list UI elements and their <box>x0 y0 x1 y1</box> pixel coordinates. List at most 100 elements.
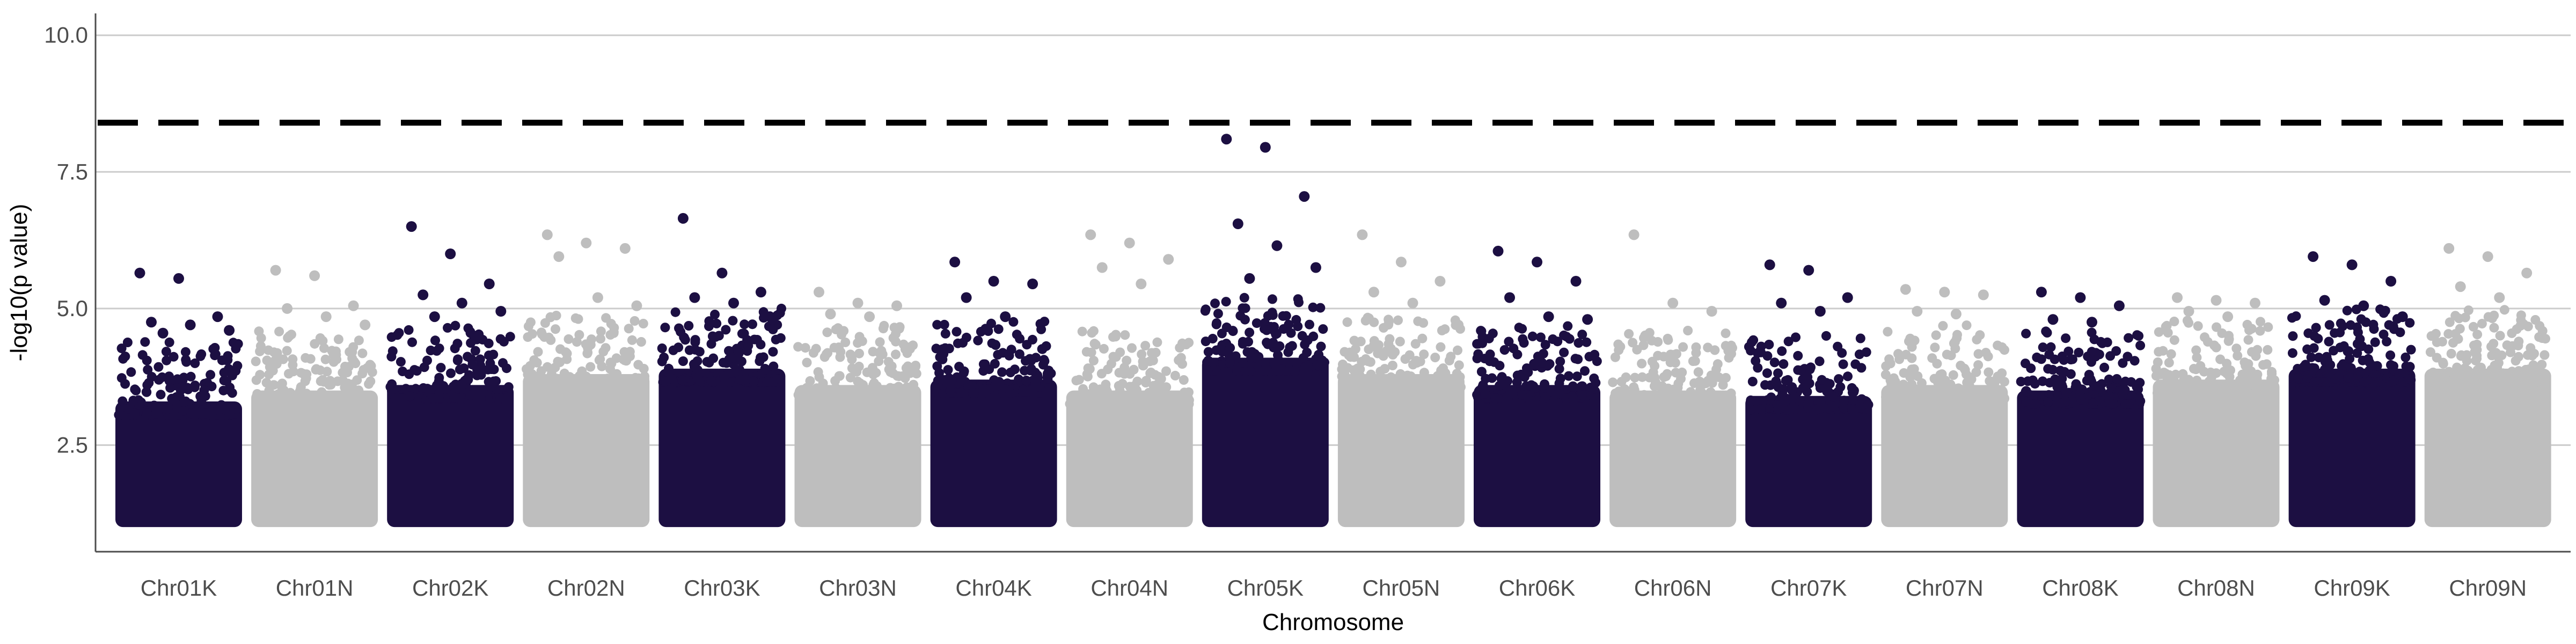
data-point <box>495 393 506 403</box>
peak-point <box>1842 292 1853 303</box>
data-point <box>419 362 429 372</box>
data-point <box>555 344 565 354</box>
data-point <box>1592 356 1602 367</box>
data-point <box>1777 346 1787 356</box>
data-point <box>2021 386 2031 397</box>
data-point <box>934 368 944 378</box>
data-point <box>2336 318 2346 328</box>
data-point <box>2540 377 2550 386</box>
data-point <box>853 376 863 386</box>
data-point <box>891 349 901 360</box>
data-point <box>172 374 182 384</box>
data-point <box>2293 374 2303 384</box>
data-point <box>1395 369 1406 379</box>
data-point <box>1273 350 1283 360</box>
data-point <box>1345 352 1356 362</box>
data-point <box>2217 328 2227 338</box>
data-point <box>2120 385 2130 395</box>
data-point <box>1316 341 1326 352</box>
data-point <box>1691 348 1701 358</box>
data-point <box>740 319 750 330</box>
data-point <box>206 370 216 380</box>
data-point <box>1577 390 1587 400</box>
data-point <box>207 410 217 420</box>
data-point <box>2489 323 2499 333</box>
data-point <box>1235 311 1246 321</box>
data-point <box>527 329 537 339</box>
data-point <box>1021 376 1031 385</box>
data-point <box>288 367 298 377</box>
peak-point <box>1357 229 1368 240</box>
peak-point <box>728 297 739 309</box>
data-point <box>1454 360 1464 370</box>
data-point <box>2443 329 2454 339</box>
data-point <box>2023 376 2033 386</box>
data-point <box>2099 362 2110 372</box>
data-point <box>1856 363 1867 373</box>
data-point <box>2453 334 2463 344</box>
data-point <box>1714 372 1724 382</box>
data-point <box>800 343 810 353</box>
data-point <box>1446 352 1456 362</box>
data-point <box>935 352 945 362</box>
y-tick-label: 7.5 <box>57 159 88 184</box>
data-point <box>2232 383 2242 393</box>
data-point <box>1384 317 1394 327</box>
data-point <box>1419 349 1429 360</box>
data-point <box>543 383 553 393</box>
x-tick-labels: Chr01K Chr01N Chr02K Chr02N Chr03K Chr03N Chr0… <box>141 575 2527 601</box>
data-point <box>1953 383 1964 393</box>
data-point <box>1451 378 1461 388</box>
data-point <box>287 330 296 340</box>
data-point <box>2212 322 2221 332</box>
data-point <box>1138 361 1148 371</box>
data-point <box>1989 378 2000 388</box>
peak-point <box>1776 297 1787 309</box>
data-point <box>1993 340 2003 350</box>
data-point <box>1787 394 1796 404</box>
data-point <box>684 345 694 355</box>
data-point <box>1488 328 1498 339</box>
data-point <box>1925 393 1935 404</box>
peak-point <box>2482 251 2493 262</box>
data-point <box>728 316 738 326</box>
data-point <box>1900 382 1910 392</box>
data-point <box>2330 328 2340 338</box>
peak-point <box>1407 297 1418 309</box>
data-point <box>1089 389 1099 399</box>
peak-point <box>716 267 728 279</box>
data-point <box>163 404 173 414</box>
data-point <box>2386 360 2396 370</box>
data-point <box>706 376 716 386</box>
data-point <box>536 327 546 338</box>
data-point <box>2384 320 2394 330</box>
data-point <box>505 332 515 342</box>
data-point <box>1688 396 1699 406</box>
data-point <box>847 354 857 364</box>
data-point <box>2043 397 2053 407</box>
data-point <box>434 372 444 383</box>
data-point <box>879 320 889 331</box>
data-point <box>1005 388 1015 398</box>
data-point <box>2379 308 2389 318</box>
data-point <box>953 338 963 348</box>
data-point <box>2329 346 2339 356</box>
data-point <box>2352 339 2362 349</box>
data-point <box>1252 353 1262 363</box>
data-point <box>255 346 265 356</box>
data-point <box>2075 393 2085 403</box>
data-point <box>179 406 189 416</box>
data-point <box>676 327 686 337</box>
data-point <box>288 354 298 364</box>
data-point <box>943 365 953 375</box>
data-point <box>1945 381 1956 391</box>
data-point <box>1145 368 1155 378</box>
data-point <box>734 348 744 358</box>
peak-point <box>2087 317 2097 328</box>
data-point <box>2038 342 2048 353</box>
data-point <box>2161 369 2171 379</box>
x-axis-title: Chromosome <box>1262 609 1404 635</box>
data-point <box>1211 319 1221 330</box>
data-point <box>1559 347 1569 357</box>
